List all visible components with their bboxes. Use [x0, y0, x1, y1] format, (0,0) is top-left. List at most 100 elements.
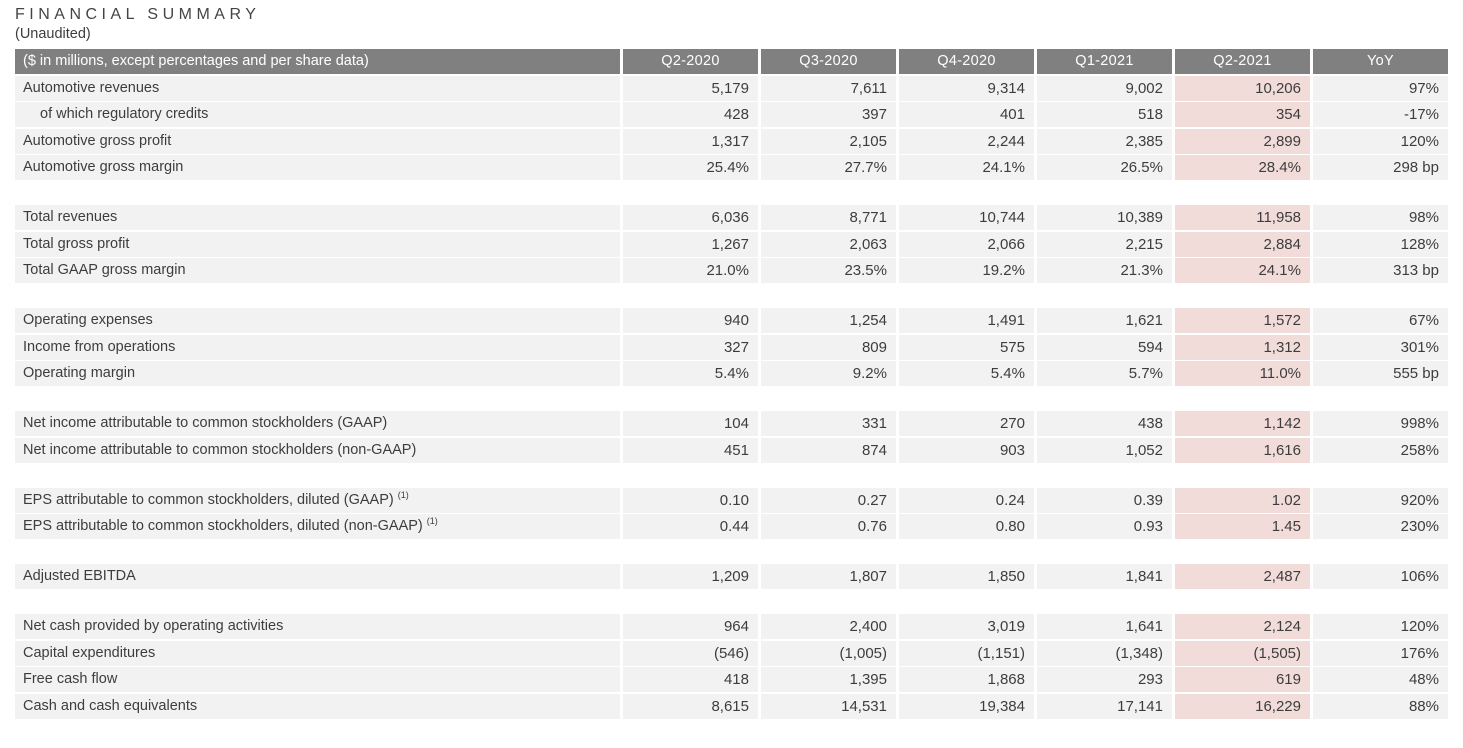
- cell-yoy: 120%: [1313, 614, 1448, 639]
- table-row: Operating margin 5.4% 9.2% 5.4% 5.7% 11.0% 55…: [15, 361, 1448, 386]
- table-header-row: ($ in millions, except percentages and p…: [15, 49, 1448, 74]
- cell-yoy: -17%: [1313, 102, 1448, 127]
- cell-q2-2021: 10,206: [1175, 75, 1310, 101]
- cell-q2-2021: 28.4%: [1175, 155, 1310, 180]
- cell-yoy: 88%: [1313, 693, 1448, 719]
- row-label: Automotive revenues: [15, 75, 620, 101]
- cell-q2-2020: 964: [623, 614, 758, 639]
- cell-q2-2021: 2,884: [1175, 231, 1310, 257]
- cell-yoy: 106%: [1313, 564, 1448, 589]
- cell-yoy: 998%: [1313, 411, 1448, 436]
- column-header-q2-2020: Q2-2020: [623, 49, 758, 74]
- row-group: Operating expenses 940 1,254 1,491 1,621 1,5…: [15, 308, 1448, 386]
- cell-q1-2021: 5.7%: [1037, 361, 1172, 386]
- cell-q2-2021: 1,312: [1175, 334, 1310, 360]
- cell-yoy: 176%: [1313, 640, 1448, 666]
- column-header-q4-2020: Q4-2020: [899, 49, 1034, 74]
- cell-q3-2020: 397: [761, 102, 896, 127]
- row-group: Net income attributable to common stockh…: [15, 411, 1448, 463]
- cell-yoy: 230%: [1313, 514, 1448, 539]
- cell-q1-2021: 1,621: [1037, 308, 1172, 333]
- cell-yoy: 555 bp: [1313, 361, 1448, 386]
- row-label: EPS attributable to common stockholders,…: [15, 487, 620, 513]
- cell-q1-2021: (1,348): [1037, 640, 1172, 666]
- row-group: Net cash provided by operating activitie…: [15, 614, 1448, 719]
- cell-q3-2020: 27.7%: [761, 155, 896, 180]
- table-row: Automotive gross margin 25.4% 27.7% 24.1% 2…: [15, 155, 1448, 180]
- row-label: Cash and cash equivalents: [15, 693, 620, 719]
- cell-q2-2021: 1,572: [1175, 308, 1310, 333]
- row-group: Automotive revenues 5,179 7,611 9,314 9,002…: [15, 75, 1448, 180]
- cell-q1-2021: 26.5%: [1037, 155, 1172, 180]
- cell-q2-2020: 8,615: [623, 693, 758, 719]
- cell-q3-2020: 809: [761, 334, 896, 360]
- row-label: EPS attributable to common stockholders,…: [15, 514, 620, 539]
- table-header-label: ($ in millions, except percentages and p…: [15, 49, 620, 74]
- row-label: Total GAAP gross margin: [15, 258, 620, 283]
- cell-q3-2020: 0.76: [761, 514, 896, 539]
- cell-q2-2020: 0.10: [623, 487, 758, 513]
- table-row: of which regulatory credits 428 397 401 518…: [15, 102, 1448, 127]
- table-row: Automotive gross profit 1,317 2,105 2,244 2…: [15, 128, 1448, 154]
- cell-q4-2020: 19.2%: [899, 258, 1034, 283]
- row-label: Total gross profit: [15, 231, 620, 257]
- cell-q1-2021: 1,641: [1037, 614, 1172, 639]
- cell-q1-2021: 0.93: [1037, 514, 1172, 539]
- cell-q4-2020: 575: [899, 334, 1034, 360]
- column-header-q1-2021: Q1-2021: [1037, 49, 1172, 74]
- cell-q1-2021: 10,389: [1037, 205, 1172, 230]
- cell-q3-2020: (1,005): [761, 640, 896, 666]
- cell-q2-2021: 354: [1175, 102, 1310, 127]
- column-header-q2-2021: Q2-2021: [1175, 49, 1310, 74]
- cell-q2-2020: 0.44: [623, 514, 758, 539]
- financial-summary-page: FINANCIAL SUMMARY (Unaudited) ($ in mill…: [15, 6, 1448, 719]
- cell-q1-2021: 518: [1037, 102, 1172, 127]
- cell-q2-2021: 2,899: [1175, 128, 1310, 154]
- cell-q1-2021: 438: [1037, 411, 1172, 436]
- row-label: Operating margin: [15, 361, 620, 386]
- row-group: EPS attributable to common stockholders,…: [15, 487, 1448, 539]
- table-row: Operating expenses 940 1,254 1,491 1,621 1,5…: [15, 308, 1448, 333]
- row-label: Income from operations: [15, 334, 620, 360]
- row-group: Total revenues 6,036 8,771 10,744 10,389 11,…: [15, 205, 1448, 283]
- cell-q4-2020: 2,244: [899, 128, 1034, 154]
- cell-q1-2021: 9,002: [1037, 75, 1172, 101]
- cell-q2-2021: 619: [1175, 667, 1310, 692]
- cell-yoy: 120%: [1313, 128, 1448, 154]
- cell-q1-2021: 17,141: [1037, 693, 1172, 719]
- financial-table: ($ in millions, except percentages and p…: [15, 49, 1448, 719]
- cell-yoy: 313 bp: [1313, 258, 1448, 283]
- cell-q4-2020: 401: [899, 102, 1034, 127]
- cell-q3-2020: 1,807: [761, 564, 896, 589]
- cell-yoy: 98%: [1313, 205, 1448, 230]
- cell-q1-2021: 21.3%: [1037, 258, 1172, 283]
- cell-q3-2020: 874: [761, 437, 896, 463]
- cell-q1-2021: 0.39: [1037, 487, 1172, 513]
- row-group: Adjusted EBITDA 1,209 1,807 1,850 1,841 2,48…: [15, 564, 1448, 589]
- page-subtitle: (Unaudited): [15, 26, 91, 42]
- cell-q2-2020: 1,209: [623, 564, 758, 589]
- cell-q2-2020: 428: [623, 102, 758, 127]
- table-row: Capital expenditures (546) (1,005) (1,151)…: [15, 640, 1448, 666]
- cell-yoy: 48%: [1313, 667, 1448, 692]
- table-row: Cash and cash equivalents 8,615 14,531 19,…: [15, 693, 1448, 719]
- cell-q4-2020: 903: [899, 437, 1034, 463]
- row-label: Net cash provided by operating activitie…: [15, 614, 620, 639]
- cell-q2-2020: 1,317: [623, 128, 758, 154]
- cell-q3-2020: 23.5%: [761, 258, 896, 283]
- cell-q3-2020: 2,105: [761, 128, 896, 154]
- cell-q2-2020: (546): [623, 640, 758, 666]
- cell-q1-2021: 2,215: [1037, 231, 1172, 257]
- cell-q4-2020: (1,151): [899, 640, 1034, 666]
- cell-q2-2021: 2,487: [1175, 564, 1310, 589]
- cell-yoy: 298 bp: [1313, 155, 1448, 180]
- cell-q4-2020: 24.1%: [899, 155, 1034, 180]
- cell-q2-2021: 11,958: [1175, 205, 1310, 230]
- table-row: Total GAAP gross margin 21.0% 23.5% 19.2% 2…: [15, 258, 1448, 283]
- cell-q4-2020: 0.80: [899, 514, 1034, 539]
- cell-q2-2021: 1,616: [1175, 437, 1310, 463]
- cell-yoy: 67%: [1313, 308, 1448, 333]
- table-row: Total revenues 6,036 8,771 10,744 10,389 11,…: [15, 205, 1448, 230]
- table-row: Net income attributable to common stockh…: [15, 411, 1448, 436]
- row-label: Net income attributable to common stockh…: [15, 437, 620, 463]
